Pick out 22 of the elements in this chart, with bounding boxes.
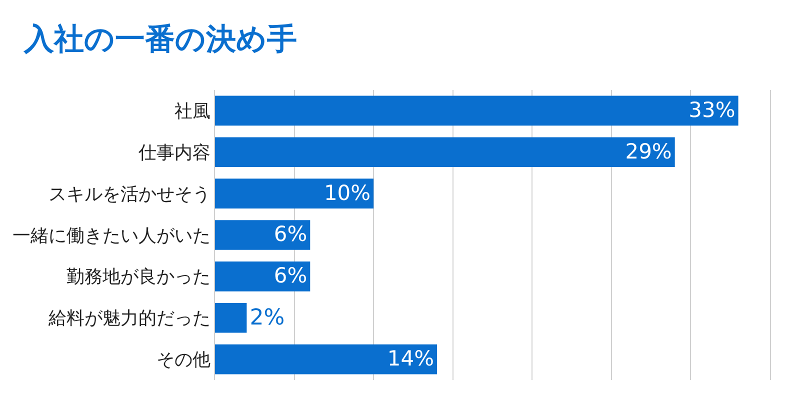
bar xyxy=(215,96,738,126)
bar xyxy=(215,137,675,168)
chart-title: 入社の一番の決め手 xyxy=(23,22,297,57)
y-tick-label: 社風 xyxy=(174,101,210,122)
bar xyxy=(215,262,310,292)
data-label: 14% xyxy=(387,346,434,370)
bar xyxy=(215,178,374,208)
bar xyxy=(215,302,247,333)
data-label: 2% xyxy=(250,305,285,330)
y-tick-label: その他 xyxy=(156,350,210,371)
y-tick-label: 給料が魅力的だった xyxy=(47,308,210,330)
data-label: 6% xyxy=(274,222,308,246)
data-label: 10% xyxy=(324,180,371,205)
y-tick-label: 一緒に働きたい人がいた xyxy=(12,225,210,246)
bar xyxy=(215,220,310,250)
y-tick-label: 勤務地が良かった xyxy=(66,266,210,288)
data-label: 29% xyxy=(625,139,672,164)
data-label: 6% xyxy=(274,264,308,288)
y-tick-label: 仕事内容 xyxy=(137,142,210,164)
bar xyxy=(215,344,437,374)
y-tick-label: スキルを活かせそう xyxy=(48,184,210,205)
data-label: 33% xyxy=(688,98,736,122)
